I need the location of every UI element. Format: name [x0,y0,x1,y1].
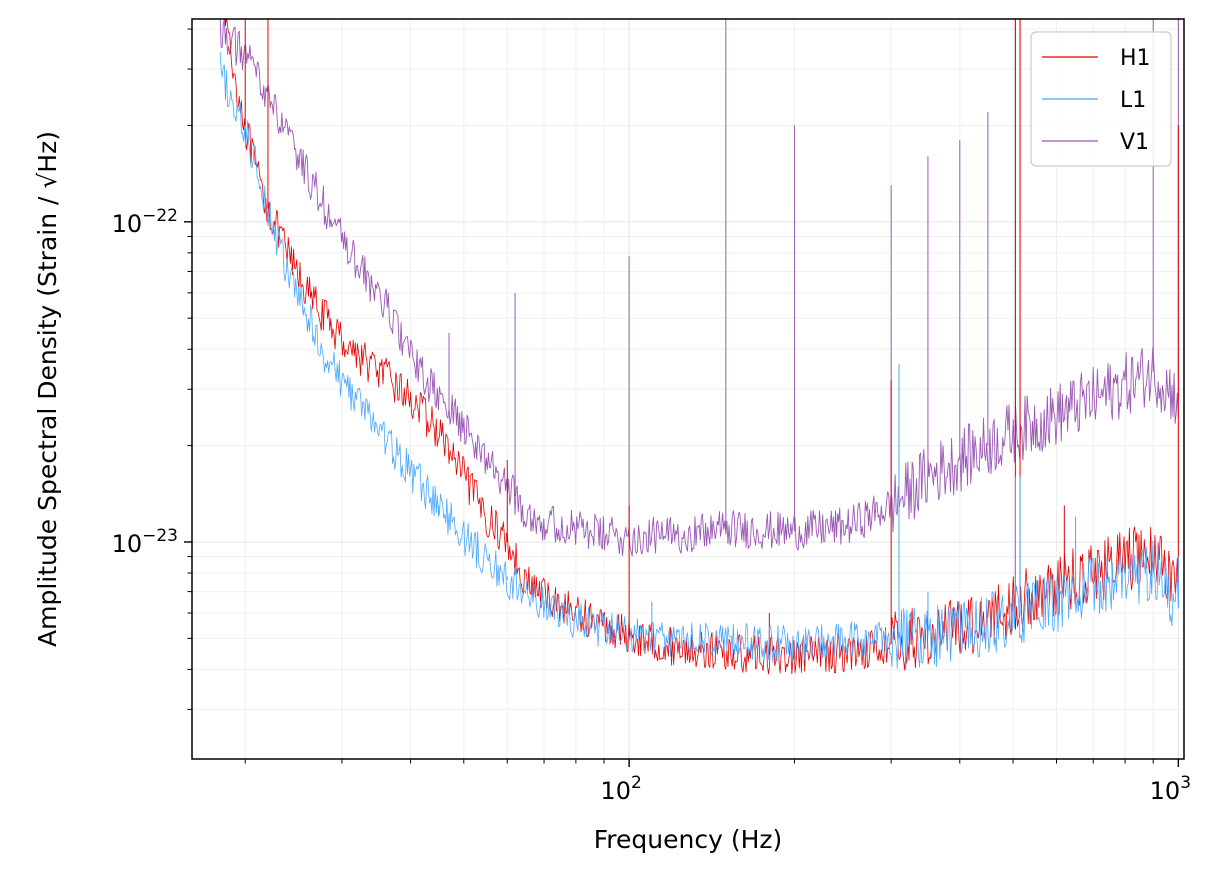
legend-label-v1: V1 [1120,130,1149,155]
series-line-l1 [219,51,1179,670]
legend: H1 L1 V1 [1030,31,1172,167]
legend-label-h1: H1 [1120,46,1151,71]
y-tick-label: 10−23 [112,526,178,558]
ticks: 102 103 10−23 10−22 [112,28,1191,805]
x-tick-label: 103 [1150,773,1191,805]
x-axis-label: Frequency (Hz) [594,825,783,854]
series-layer [219,19,1179,675]
legend-label-l1: L1 [1120,88,1146,113]
y-axis-label: Amplitude Spectral Density (Strain / √Hz… [33,131,62,647]
series-line-v1 [219,19,1179,557]
legend-box [1030,31,1172,167]
y-tick-label: 10−22 [112,206,178,238]
x-tick-label: 102 [600,773,641,805]
